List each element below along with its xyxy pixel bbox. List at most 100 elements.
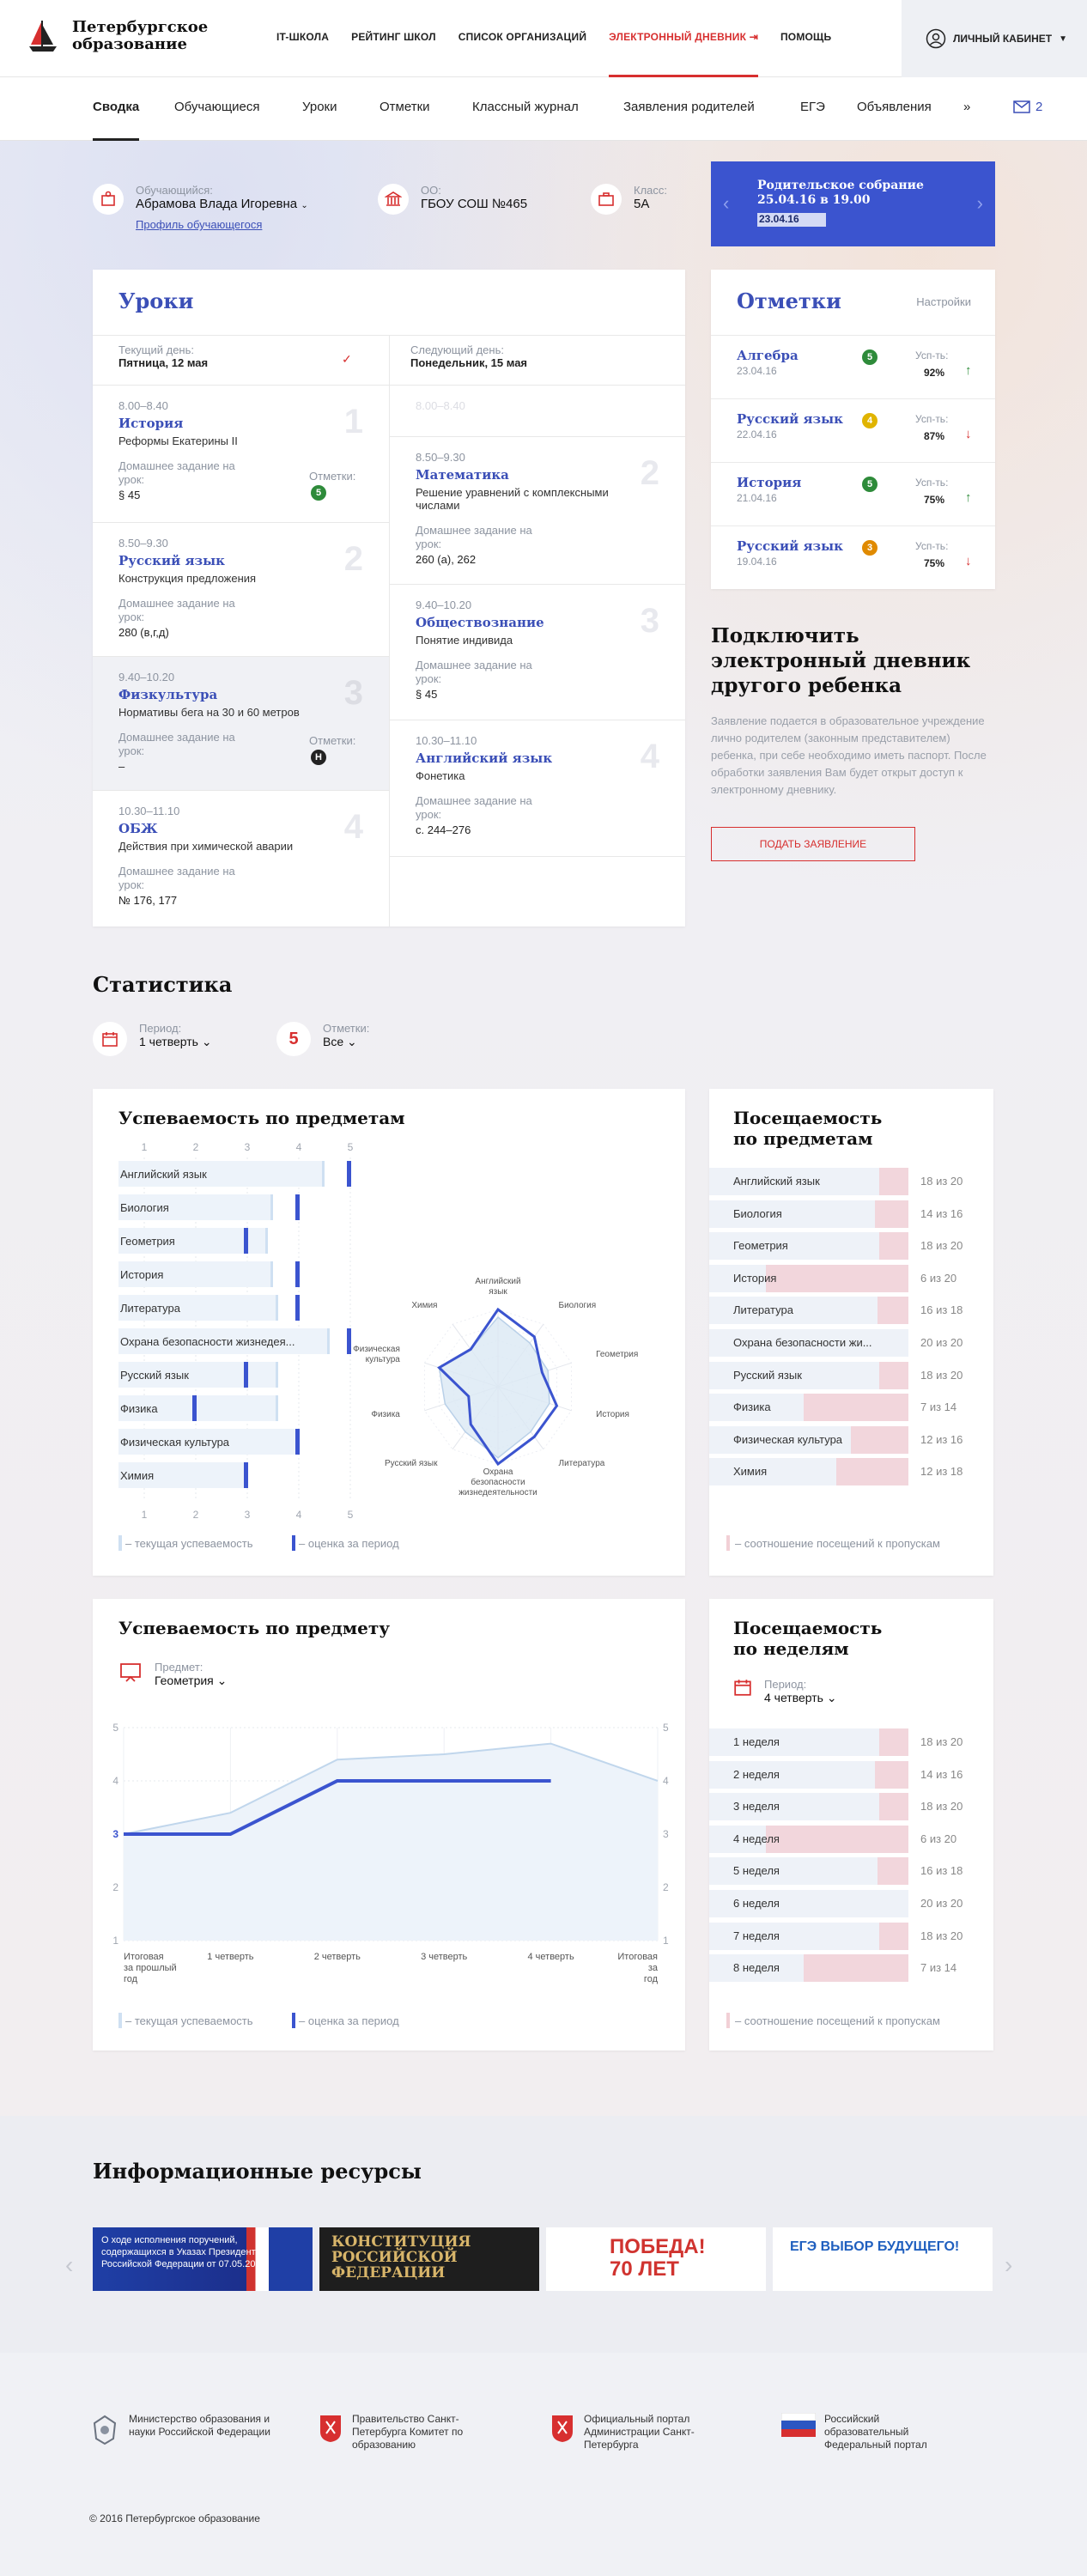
mark-row[interactable]: История 21.04.16 5 Усп-ть: 75% ↑: [711, 462, 995, 526]
banner-prev-icon[interactable]: ‹: [723, 192, 730, 214]
tick-label: 4: [296, 1141, 302, 1153]
perf-label: Усп-ть:: [915, 540, 949, 552]
subject-label: Геометрия: [120, 1235, 175, 1248]
external-link-icon: ⇥: [749, 31, 758, 43]
current-bar: [118, 1429, 299, 1455]
radar-label: Английский: [475, 1277, 520, 1286]
marks-settings-link[interactable]: Настройки: [916, 295, 971, 308]
attendance-value: 18 из 20: [920, 1735, 963, 1748]
banner-president-decrees[interactable]: О ходе исполнения поручений, содержащихс…: [93, 2227, 313, 2291]
weeks-period-label: Период:: [764, 1678, 807, 1691]
radar-label: Физическая: [353, 1345, 400, 1354]
legend-current: – текущая успеваемость: [118, 1535, 253, 1551]
legend-swatch: [726, 1535, 730, 1551]
banner-ege[interactable]: ЕГЭ ВЫБОР БУДУЩЕГО!: [773, 2227, 993, 2291]
x-tick-label: за: [648, 1963, 659, 1973]
attendance-row: Физическая культура 12 из 16: [709, 1425, 993, 1454]
attendance-value: 6 из 20: [920, 1271, 957, 1285]
submit-request-button[interactable]: Подать заявление: [711, 827, 915, 861]
mark-five-icon: 5: [276, 1022, 311, 1056]
tick-label: 3: [245, 1509, 251, 1521]
mark-badge: 4: [862, 413, 877, 428]
profile-link[interactable]: Профиль обучающегося: [136, 218, 263, 231]
tab-lessons[interactable]: Уроки: [302, 100, 337, 114]
footer-link-text: Правительство Санкт-Петербурга Комитет п…: [352, 2413, 464, 2451]
period-filter[interactable]: Период: 1 четверть ⌄: [93, 1022, 212, 1056]
class-info: Класс: 5А: [591, 184, 667, 215]
attended-bar: [709, 1857, 878, 1886]
student-name[interactable]: Абрамова Влада Игоревна ⌄: [136, 197, 308, 211]
lesson-item[interactable]: 8.00–8.40 История Реформы Екатерины II Д…: [93, 385, 389, 522]
radar-label: Биология: [559, 1301, 597, 1310]
lesson-item[interactable]: 10.30–11.10 Английский язык Фонетика Дом…: [390, 720, 685, 857]
subject-selector[interactable]: Предмет: Геометрия ⌄: [118, 1661, 227, 1688]
x-tick-label: 2 четверть: [314, 1952, 361, 1962]
lesson-item[interactable]: 8.50–9.30 Русский язык Конструкция предл…: [93, 522, 389, 656]
tab-summary[interactable]: Сводка: [93, 100, 140, 141]
lesson-time: 8.00–8.40: [118, 399, 168, 412]
subject-label: Английский язык: [120, 1168, 207, 1181]
lesson-time: 8.50–9.30: [118, 537, 168, 550]
nav-org-list[interactable]: Список организаций: [458, 31, 587, 43]
more-tabs-icon[interactable]: »: [963, 100, 971, 114]
nav-school-rating[interactable]: Рейтинг школ: [351, 31, 436, 43]
homework-value: 260 (а), 262: [416, 553, 477, 566]
attendance-subject: 4 неделя: [733, 1832, 780, 1845]
homework-label: Домашнее задание на урок:: [118, 731, 235, 757]
footer-link-spb-portal[interactable]: Официальный портал Администрации Санкт-П…: [550, 2413, 721, 2451]
mail-button[interactable]: 2: [1013, 100, 1042, 114]
attendance-row: Химия 12 из 18: [709, 1458, 993, 1486]
lesson-item[interactable]: 9.40–10.20 Обществознание Понятие индиви…: [390, 584, 685, 720]
lesson-topic: Понятие индивида: [416, 634, 513, 647]
mark-row[interactable]: Алгебра 23.04.16 5 Усп-ть: 92% ↑: [711, 335, 995, 398]
y-tick-label: 1: [663, 1935, 669, 1947]
banner-text: ПОБЕДА! 70 ЛЕТ: [610, 2235, 706, 2281]
current-marker: [270, 1261, 273, 1287]
footer-link-government[interactable]: Правительство Санкт-Петербурга Комитет п…: [318, 2413, 498, 2451]
nav-it-school[interactable]: IT-школа: [276, 31, 330, 43]
marks-filter-value: Все: [323, 1035, 344, 1048]
nav-help[interactable]: Помощь: [780, 31, 832, 43]
legend-period: – оценка за период: [292, 1535, 399, 1551]
banner-next-icon[interactable]: ›: [976, 192, 983, 214]
weeks-period-filter[interactable]: Период: 4 четверть ⌄: [733, 1678, 837, 1705]
legend-period-swatch: [292, 1535, 295, 1551]
lesson-number: 2: [343, 540, 363, 578]
marks-filter[interactable]: 5 Отметки: Все ⌄: [276, 1022, 369, 1056]
tab-parent-requests[interactable]: Заявления родителей: [623, 100, 755, 114]
attendance-subject: Физика: [733, 1400, 771, 1414]
footer-link-edu-portal[interactable]: Российский образовательный Федеральный п…: [781, 2413, 944, 2451]
lesson-item[interactable]: 8.50–9.30 Математика Решение уравнений с…: [390, 436, 685, 584]
logo[interactable]: Петербургское образование: [24, 17, 218, 55]
attendance-row: Биология 14 из 16: [709, 1200, 993, 1228]
banner-constitution[interactable]: КОНСТИТУЦИЯ РОССИЙСКОЙ ФЕДЕРАЦИИ: [319, 2227, 539, 2291]
resources-prev-icon[interactable]: ‹: [65, 2251, 74, 2278]
attendance-subject: 3 неделя: [733, 1800, 780, 1814]
homework-label: Домашнее задание на урок:: [118, 865, 235, 891]
attendance-subject: 2 неделя: [733, 1767, 780, 1781]
student-label: Обучающийся:: [136, 184, 213, 197]
school-icon: [378, 184, 409, 215]
tab-students[interactable]: Обучающиеся: [174, 100, 260, 114]
tab-marks[interactable]: Отметки: [380, 100, 430, 114]
meeting-banner[interactable]: ‹ › Родительское собрание 25.04.16 в 19.…: [711, 161, 995, 246]
resources-next-icon[interactable]: ›: [1005, 2251, 1013, 2278]
legend-period: – оценка за период: [292, 2013, 399, 2028]
period-line: [124, 1779, 551, 1836]
personal-cabinet-button[interactable]: Личный кабинет ▼: [902, 0, 1087, 77]
attendance-row: Русский язык 18 из 20: [709, 1361, 993, 1389]
lesson-topic: Решение уравнений с комплексными числами: [416, 486, 609, 512]
lesson-name: ОБЖ: [118, 821, 158, 836]
homework-value: с. 244–276: [416, 823, 471, 836]
lesson-time: 9.40–10.20: [118, 671, 175, 683]
lesson-item[interactable]: 10.30–11.10 ОБЖ Действия при химической …: [93, 790, 389, 927]
nav-e-diary[interactable]: Электронный дневник ⇥: [609, 31, 758, 77]
tab-class-journal[interactable]: Классный журнал: [472, 100, 579, 114]
tab-announcements[interactable]: Объявления: [857, 100, 932, 114]
lesson-item[interactable]: 9.40–10.20 Физкультура Нормативы бега на…: [93, 656, 389, 790]
mark-row[interactable]: Русский язык 22.04.16 4 Усп-ть: 87% ↓: [711, 398, 995, 462]
footer-link-ministry[interactable]: Министерство образования и науки Российс…: [89, 2413, 292, 2447]
mark-row[interactable]: Русский язык 19.04.16 3 Усп-ть: 75% ↓: [711, 526, 995, 589]
banner-victory-70[interactable]: ПОБЕДА! 70 ЛЕТ: [546, 2227, 766, 2291]
tab-ege[interactable]: ЕГЭ: [800, 100, 825, 114]
